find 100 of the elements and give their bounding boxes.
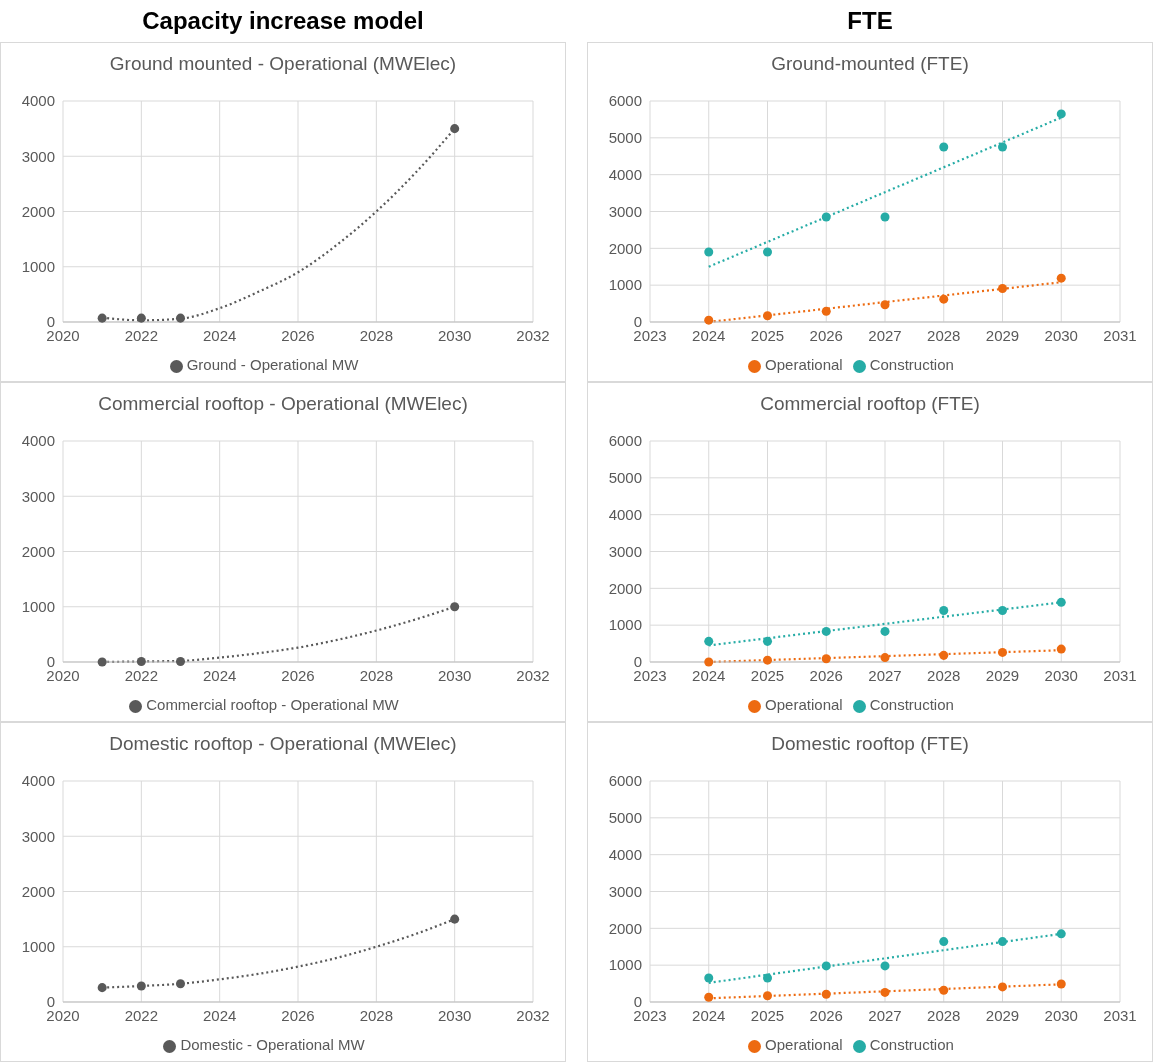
x-tick-label: 2028 [359,326,394,344]
point [939,650,949,660]
point [880,961,890,971]
legend-label: Commercial rooftop - Operational MW [146,696,399,713]
point [175,979,186,989]
y-tick-label: 6000 [608,92,642,110]
point [939,142,949,152]
legend-label: Construction [869,1036,954,1053]
point [997,647,1008,657]
legend-label: Operational [765,356,843,373]
x-tick-label: 2026 [281,1006,315,1024]
legend-label: Construction [869,696,954,713]
x-tick-label: 2026 [809,1006,843,1024]
x-tick-label: 2032 [516,1006,550,1024]
point [821,961,831,971]
x-tick-label: 2026 [809,666,843,684]
x-tick-label: 2025 [750,1006,785,1024]
point [704,992,714,1002]
point [880,300,890,310]
y-tick-label: 3000 [608,202,642,220]
y-tick-label: 1000 [608,276,642,294]
point [136,981,146,991]
y-tick-label: 1000 [21,938,55,956]
point [704,973,714,983]
x-tick-label: 2032 [516,666,550,684]
y-tick-label: 3000 [608,882,642,900]
x-tick-label: 2024 [692,326,726,344]
y-tick-label: 4000 [21,432,55,450]
y-tick-label: 6000 [608,432,642,450]
x-tick-label: 2030 [437,326,472,344]
point [821,212,831,222]
x-tick-label: 2030 [1044,326,1078,344]
y-tick-label: 1000 [608,956,642,974]
point [175,656,186,666]
point [704,315,714,325]
y-tick-label: 4000 [608,845,642,863]
x-tick-label: 2024 [202,1006,237,1024]
point [997,982,1008,992]
x-tick-label: 2027 [868,666,902,684]
y-tick-label: 2000 [21,882,55,900]
y-tick-label: 5000 [608,809,642,827]
x-tick-label: 2030 [437,666,472,684]
y-tick-label: 1000 [608,616,642,634]
y-tick-label: 2000 [608,919,642,937]
point [762,655,773,665]
x-tick-label: 2024 [692,666,726,684]
text: Capacity increase model [141,6,425,36]
legend-label: Domestic - Operational MW [180,1036,365,1053]
x-tick-label: 2031 [1103,666,1137,684]
legend-label: Operational [765,1036,843,1053]
x-tick-label: 2029 [985,326,1020,344]
x-tick-label: 2024 [202,666,237,684]
chart-title: Commercial rooftop - Operational (MWElec) [97,393,469,416]
legend-label: Operational [765,696,843,713]
point [880,626,890,636]
x-tick-label: 2029 [985,1006,1020,1024]
point [1056,273,1066,283]
x-tick-label: 2022 [124,666,159,684]
point [997,142,1008,152]
x-tick-label: 2028 [927,326,961,344]
y-tick-label: 2000 [608,579,642,597]
chart-title: Domestic rooftop (FTE) [770,733,970,756]
point [821,654,831,664]
point [762,991,773,1001]
point [939,985,949,995]
point [762,636,773,646]
x-tick-label: 2028 [927,666,961,684]
chart-title: Commercial rooftop (FTE) [759,393,981,416]
chart-title: Ground-mounted (FTE) [770,53,970,76]
y-tick-label: 3000 [608,542,642,560]
y-tick-label: 6000 [608,772,642,790]
chart-title: Ground mounted - Operational (MWElec) [108,53,458,76]
x-tick-label: 2029 [985,666,1020,684]
text: FTE [846,6,894,36]
point [450,602,460,612]
y-tick-label: 2000 [21,542,55,560]
x-tick-label: 2027 [868,326,902,344]
x-tick-label: 2030 [1044,1006,1078,1024]
x-tick-label: 2022 [124,1006,159,1024]
y-tick-label: 1000 [21,258,55,276]
point [821,306,831,316]
y-tick-label: 1000 [21,598,55,616]
point [704,247,714,257]
x-tick-label: 2028 [359,666,394,684]
x-tick-label: 2031 [1103,1006,1137,1024]
x-tick-label: 2028 [927,1006,961,1024]
y-tick-label: 4000 [608,165,642,183]
point [880,212,890,222]
y-tick-label: 2000 [21,202,55,220]
y-tick-label: 3000 [21,827,55,845]
point [1056,929,1066,939]
point [762,247,773,257]
x-tick-label: 2024 [202,326,237,344]
x-tick-label: 2026 [281,326,315,344]
point [1056,644,1066,654]
point [1056,597,1066,607]
point [939,294,949,304]
point [762,973,773,983]
point [1056,979,1066,989]
point [97,983,107,993]
